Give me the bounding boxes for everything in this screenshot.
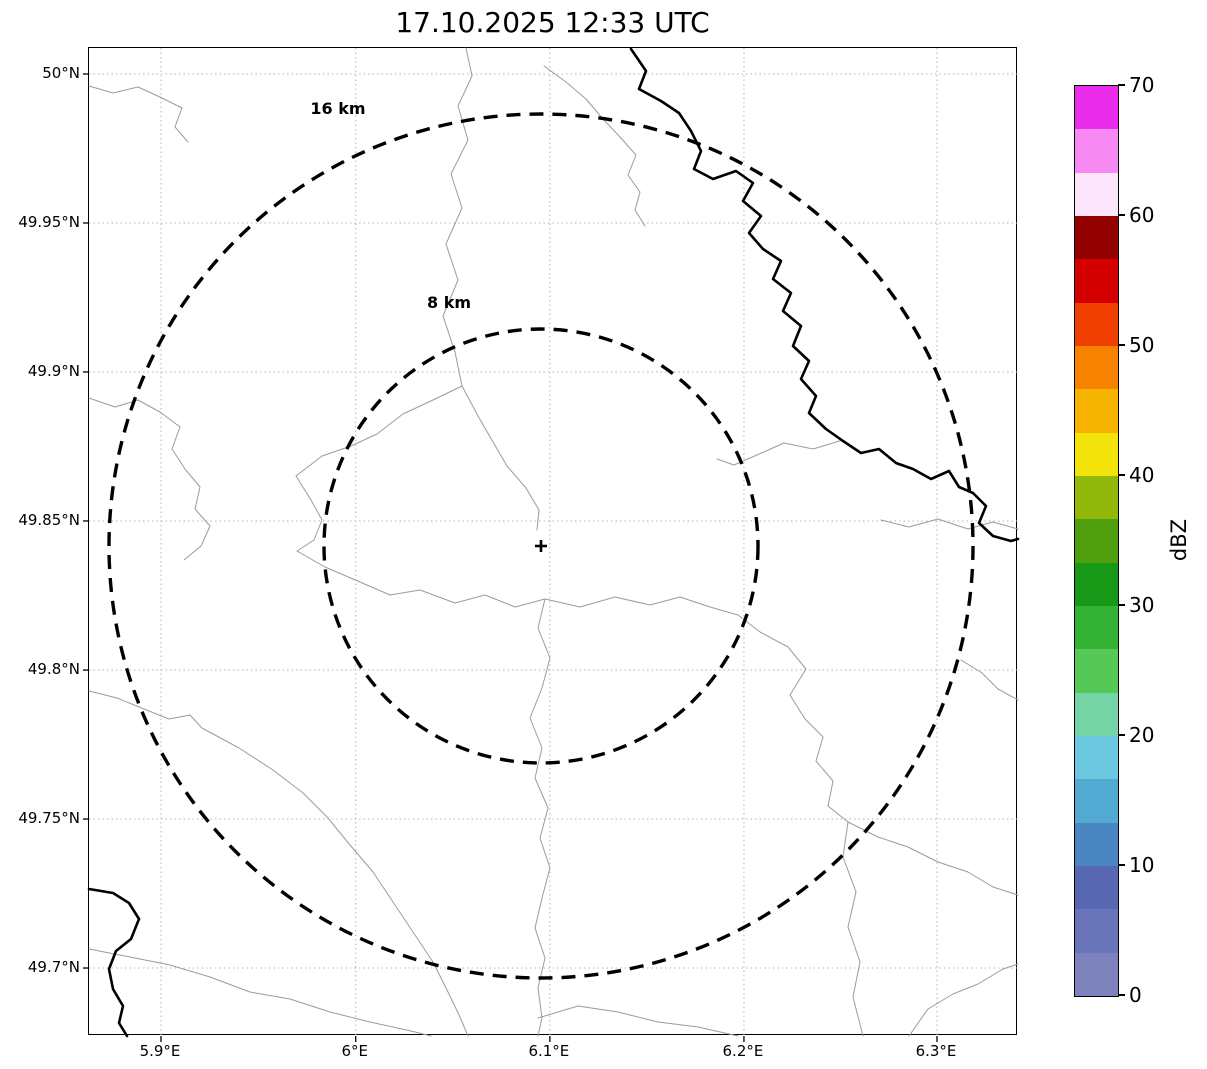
colorbar-band: [1075, 303, 1118, 346]
range-ring-label: 16 km: [310, 99, 365, 118]
admin-boundary-line: [543, 65, 646, 227]
colorbar-band: [1075, 953, 1118, 996]
colorbar-band: [1075, 173, 1118, 216]
colorbar-band: [1075, 518, 1118, 564]
colorbar-band: [1075, 606, 1118, 649]
admin-boundary-line: [88, 690, 469, 1037]
admin-boundary-line: [88, 85, 189, 143]
colorbar-tick: [1118, 84, 1125, 86]
colorbar-band: [1075, 216, 1118, 259]
admin-boundary-line: [88, 397, 211, 561]
map-canvas: 16 km 8 km: [83, 47, 1020, 1042]
longitude-tick-label: 5.9°E: [139, 1042, 181, 1060]
colorbar-tick: [1118, 734, 1125, 736]
colorbar-tick: [1118, 994, 1125, 996]
colorbar-tick-label: 40: [1129, 463, 1155, 487]
admin-boundary-line: [737, 614, 1019, 896]
latitude-tick-label: 49.9°N: [27, 361, 80, 380]
colorbar-band: [1075, 908, 1118, 954]
colorbar-band: [1075, 258, 1118, 304]
colorbar-band: [1075, 693, 1118, 736]
colorbar-band: [1075, 823, 1118, 866]
colorbar-band: [1075, 128, 1118, 174]
colorbar-band: [1075, 866, 1118, 909]
latitude-tick-label: 49.8°N: [27, 660, 80, 679]
colorbar-band: [1075, 736, 1118, 779]
admin-boundary-line: [442, 47, 540, 531]
colorbar-axis-label: dBZ: [1167, 518, 1191, 562]
admin-boundary-line: [296, 550, 739, 616]
latitude-tick-label: 49.75°N: [18, 809, 80, 828]
colorbar-tick-label: 50: [1129, 333, 1155, 357]
colorbar-tick: [1118, 864, 1125, 866]
colorbar-band: [1075, 86, 1118, 129]
latitude-tick-label: 49.95°N: [18, 212, 80, 231]
country-border-line: [629, 47, 1020, 543]
latitude-tick-label: 50°N: [42, 63, 80, 82]
colorbar-tick: [1118, 474, 1125, 476]
admin-boundary-line: [537, 1005, 739, 1037]
longitude-tick-label: 6.2°E: [722, 1042, 764, 1060]
map-plot: 16 km 8 km: [83, 47, 1020, 1042]
longitude-tick-label: 6.1°E: [528, 1042, 570, 1060]
admin-boundary-line: [529, 598, 551, 1037]
admin-boundary-line: [842, 821, 864, 1037]
admin-boundary-line: [908, 963, 1019, 1037]
colorbar-band: [1075, 648, 1118, 694]
longitude-tick-label: 6.3°E: [915, 1042, 957, 1060]
latitude-tick-label: 49.85°N: [18, 510, 80, 529]
latitude-tick-label: 49.7°N: [27, 958, 80, 977]
longitude-tick-label: 6°E: [341, 1042, 368, 1060]
colorbar-band: [1075, 563, 1118, 606]
range-ring-16km: [107, 112, 975, 980]
country-border-line: [87, 887, 141, 1038]
colorbar-tick-label: 0: [1129, 983, 1142, 1007]
colorbar-tick: [1118, 214, 1125, 216]
colorbar-band: [1075, 388, 1118, 434]
admin-boundary-line: [88, 948, 432, 1037]
range-ring-label: 8 km: [427, 293, 471, 312]
plot-title: 17.10.2025 12:33 UTC: [395, 6, 710, 39]
colorbar-tick-label: 10: [1129, 853, 1155, 877]
colorbar-band: [1075, 476, 1118, 519]
colorbar-band: [1075, 778, 1118, 824]
colorbar: [1074, 85, 1119, 997]
colorbar-tick-label: 60: [1129, 203, 1155, 227]
colorbar-tick: [1118, 344, 1125, 346]
colorbar-tick-label: 30: [1129, 593, 1155, 617]
admin-boundary-line: [880, 518, 1019, 530]
colorbar-band: [1075, 346, 1118, 389]
admin-boundary-line: [716, 439, 844, 466]
colorbar-band: [1075, 433, 1118, 476]
colorbar-tick-label: 20: [1129, 723, 1155, 747]
admin-boundary-line: [295, 385, 463, 552]
colorbar-tick-label: 70: [1129, 73, 1155, 97]
range-ring-8km: [322, 327, 760, 765]
admin-boundary-line: [960, 659, 1019, 701]
colorbar-tick: [1118, 604, 1125, 606]
